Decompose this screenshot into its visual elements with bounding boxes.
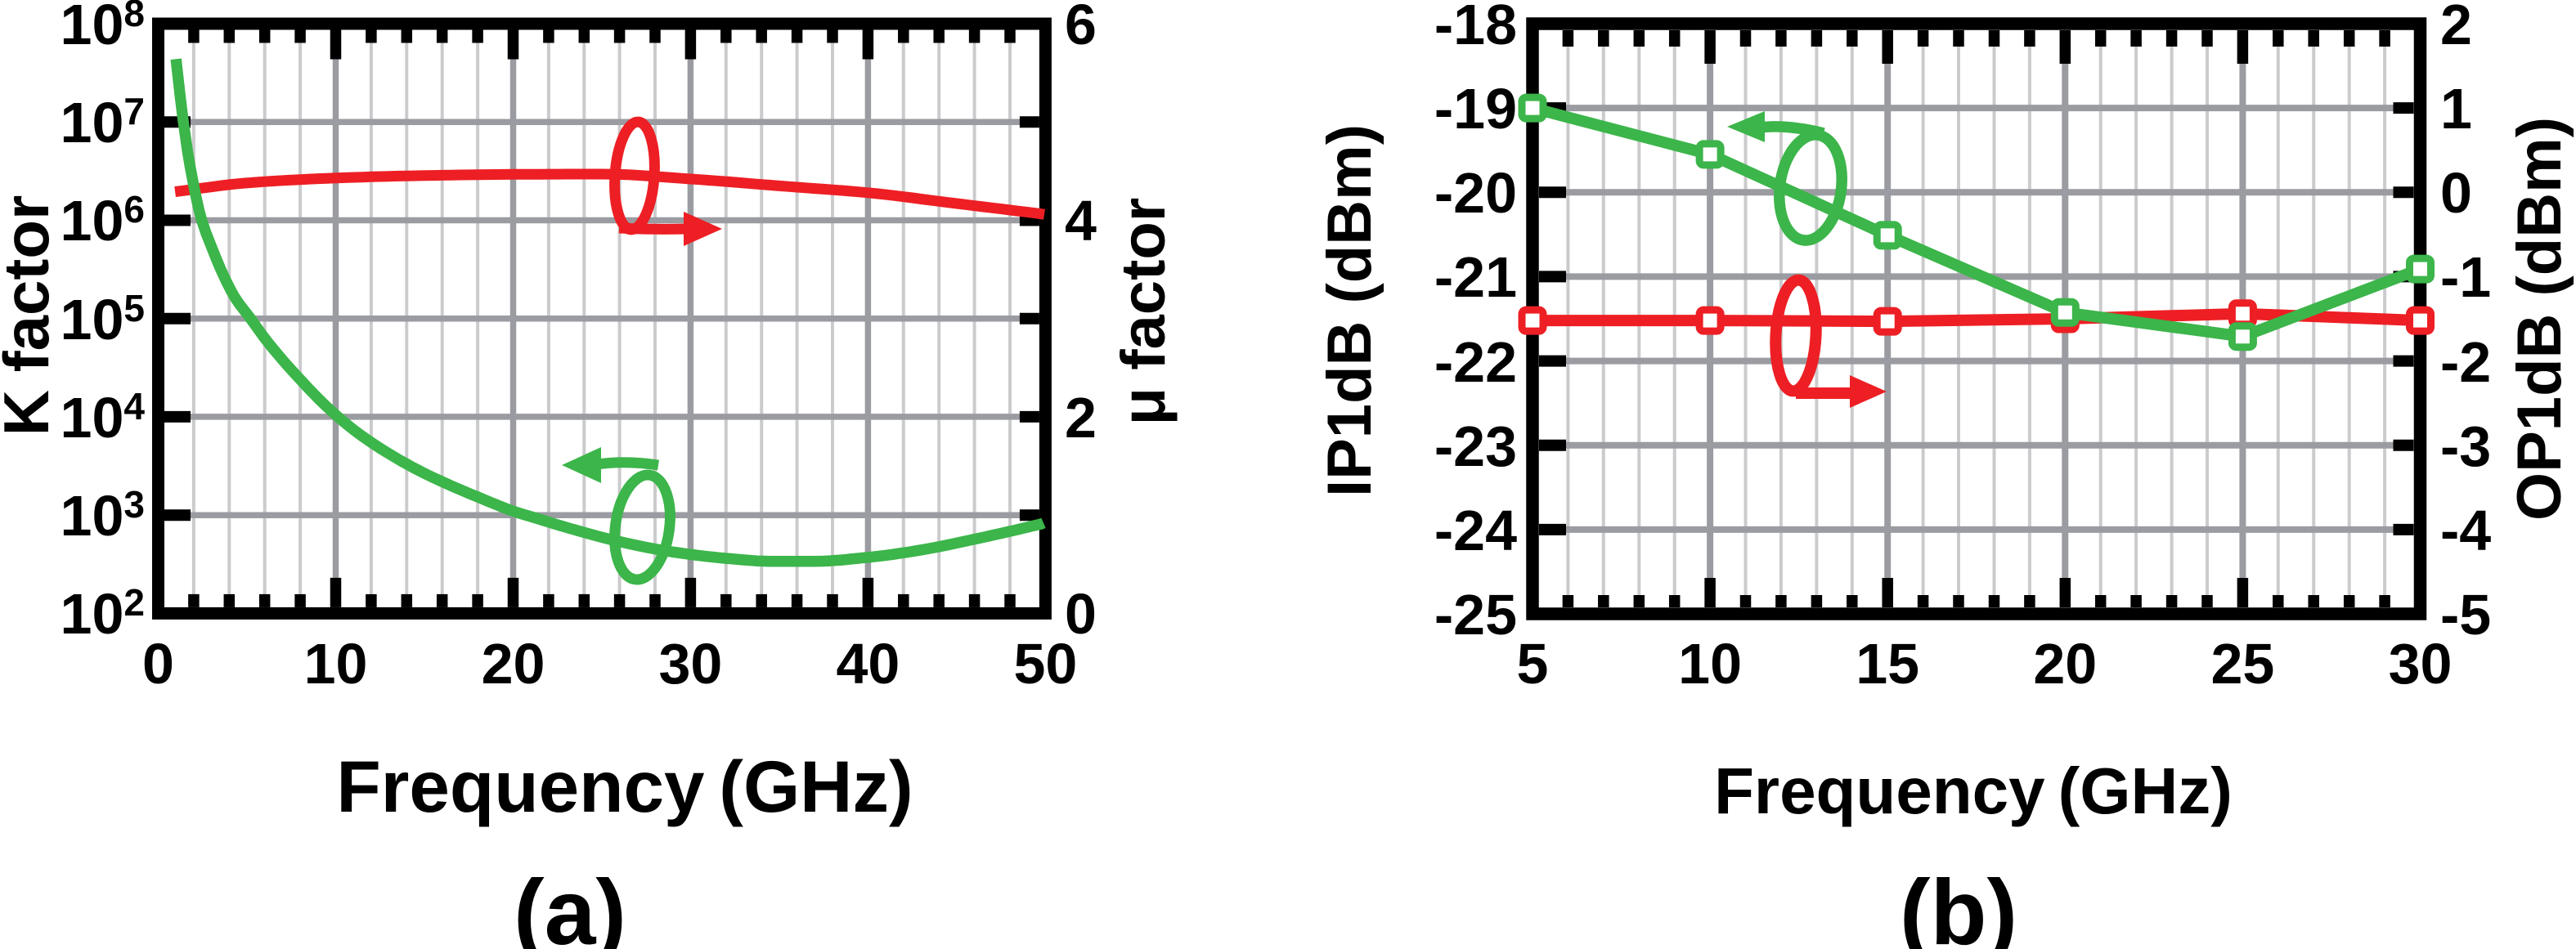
svg-text:μ factor: μ factor	[1109, 198, 1178, 426]
svg-text:1: 1	[2440, 77, 2472, 141]
svg-text:-18: -18	[1434, 0, 1517, 56]
svg-text:0: 0	[1065, 582, 1097, 646]
svg-text:30: 30	[2389, 632, 2453, 696]
svg-text:50: 50	[1013, 632, 1077, 696]
svg-text:20: 20	[482, 632, 545, 696]
svg-text:20: 20	[2033, 632, 2097, 696]
svg-text:IP1dB (dBm): IP1dB (dBm)	[1315, 124, 1384, 497]
svg-text:5: 5	[1517, 632, 1549, 696]
svg-text:Frequency (GHz): Frequency (GHz)	[336, 745, 913, 827]
svg-text:-2: -2	[2440, 330, 2491, 394]
svg-text:(b): (b)	[1900, 861, 2017, 949]
svg-text:0: 0	[2440, 161, 2472, 225]
svg-text:40: 40	[836, 632, 900, 696]
svg-text:-4: -4	[2440, 499, 2491, 562]
svg-text:K factor: K factor	[0, 195, 62, 436]
svg-text:6: 6	[1065, 0, 1097, 56]
svg-text:-23: -23	[1434, 414, 1517, 478]
svg-text:-24: -24	[1434, 499, 1517, 562]
svg-text:25: 25	[2210, 632, 2274, 696]
svg-text:0: 0	[142, 632, 174, 696]
svg-text:4: 4	[1065, 189, 1097, 253]
svg-text:-5: -5	[2440, 583, 2491, 647]
svg-text:2: 2	[2440, 0, 2472, 56]
svg-text:-25: -25	[1434, 583, 1517, 647]
svg-text:30: 30	[658, 632, 722, 696]
svg-text:2: 2	[1065, 386, 1097, 450]
svg-text:10: 10	[1678, 632, 1742, 696]
svg-text:15: 15	[1856, 632, 1919, 696]
svg-text:OP1dB (dBm): OP1dB (dBm)	[2505, 117, 2574, 521]
svg-text:-20: -20	[1434, 161, 1517, 225]
svg-text:-21: -21	[1434, 245, 1517, 309]
svg-text:Frequency (GHz): Frequency (GHz)	[1714, 754, 2233, 827]
svg-text:-1: -1	[2440, 245, 2491, 309]
svg-text:(a): (a)	[514, 861, 626, 949]
svg-text:-19: -19	[1434, 77, 1517, 141]
svg-text:10: 10	[304, 632, 368, 696]
svg-text:-22: -22	[1434, 330, 1517, 394]
svg-text:-3: -3	[2440, 414, 2491, 478]
